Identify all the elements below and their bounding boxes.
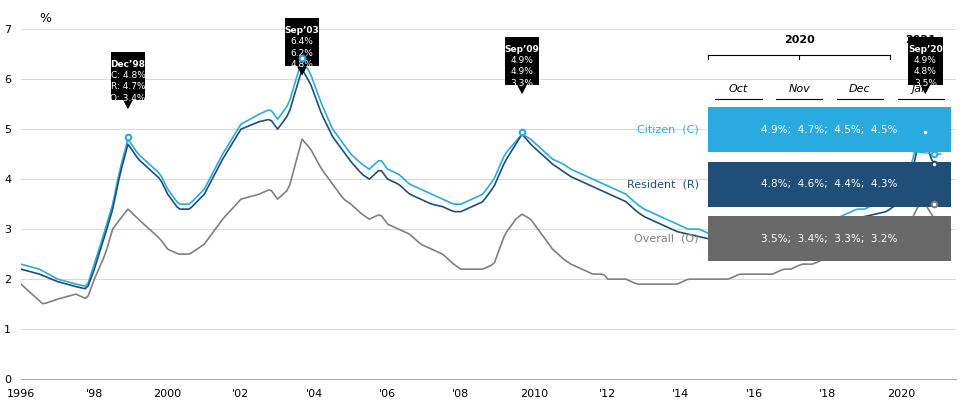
Polygon shape [297, 66, 307, 76]
Text: 4.9%;  4.7%;  4.5%;  4.5%: 4.9%; 4.7%; 4.5%; 4.5% [761, 125, 898, 135]
Text: 4.8%: 4.8% [291, 60, 314, 69]
Polygon shape [921, 85, 930, 94]
Text: 4.9%: 4.9% [511, 67, 534, 76]
Text: 6.2%: 6.2% [291, 49, 314, 58]
Text: Sep’20: Sep’20 [908, 45, 943, 54]
Text: Jan: Jan [912, 84, 929, 94]
Bar [708, 107, 951, 152]
Polygon shape [123, 100, 133, 109]
Text: %: % [39, 12, 52, 25]
Text: Dec’98: Dec’98 [110, 60, 146, 69]
Text: 2020: 2020 [784, 35, 815, 46]
Text: Nov: Nov [788, 84, 810, 94]
Bar [708, 162, 951, 207]
Text: O: 3.4%: O: 3.4% [110, 93, 146, 103]
Polygon shape [516, 85, 527, 94]
Text: Citizen  (C): Citizen (C) [637, 125, 699, 135]
Text: 3.5%: 3.5% [914, 79, 937, 88]
Text: 6.4%: 6.4% [291, 37, 314, 46]
Text: Oct: Oct [729, 84, 748, 94]
Text: 4.8%;  4.6%;  4.4%;  4.3%: 4.8%; 4.6%; 4.4%; 4.3% [761, 179, 898, 189]
Text: Sep’03: Sep’03 [285, 26, 320, 35]
FancyBboxPatch shape [285, 18, 320, 66]
FancyBboxPatch shape [908, 37, 943, 85]
Text: 4.9%: 4.9% [511, 56, 534, 65]
Text: 4.8%: 4.8% [914, 67, 937, 76]
Text: Overall  (O): Overall (O) [635, 233, 699, 243]
Text: C: 4.8%: C: 4.8% [110, 71, 145, 80]
Bar [708, 216, 951, 261]
Text: 4.9%: 4.9% [914, 56, 937, 65]
Text: 2021: 2021 [905, 35, 936, 46]
Text: R: 4.7%: R: 4.7% [110, 82, 145, 91]
Text: 3.3%: 3.3% [511, 79, 534, 88]
Text: Dec: Dec [850, 84, 871, 94]
FancyBboxPatch shape [110, 52, 145, 100]
FancyBboxPatch shape [505, 37, 540, 85]
Text: Sep’09: Sep’09 [505, 45, 540, 54]
Text: 3.5%;  3.4%;  3.3%;  3.2%: 3.5%; 3.4%; 3.3%; 3.2% [761, 233, 898, 243]
Text: Resident  (R): Resident (R) [627, 179, 699, 189]
